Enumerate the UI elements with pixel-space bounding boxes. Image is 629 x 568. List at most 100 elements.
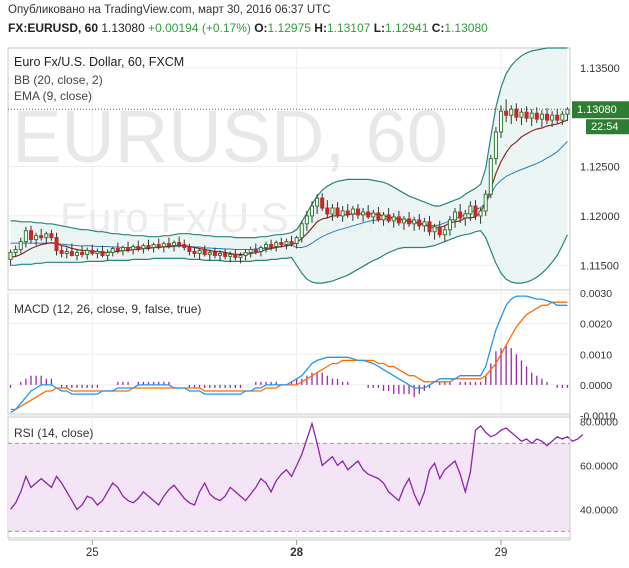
candle-body <box>54 237 59 251</box>
candle-body <box>381 214 386 221</box>
candle-body <box>23 230 28 243</box>
candle-body <box>309 205 315 217</box>
candle-body <box>161 243 166 248</box>
low-label: L: <box>373 21 386 35</box>
candle-body <box>95 250 100 254</box>
quote-line: FX:EURUSD, 60 1.13080 +0.00194 (+0.17%) … <box>8 21 488 35</box>
candle-body <box>361 211 366 216</box>
candle-body <box>483 193 488 212</box>
candle-body <box>345 210 350 215</box>
last-price-flag <box>572 101 629 119</box>
candle-body <box>284 241 289 246</box>
candle-body <box>212 251 217 256</box>
watermark-symbol: EURUSD, 60 <box>12 95 448 178</box>
candles <box>8 99 570 266</box>
candle-body <box>269 244 274 248</box>
candle-body <box>315 197 320 207</box>
candle-body <box>453 211 458 221</box>
candle-body <box>100 250 105 256</box>
candle-body <box>330 207 335 215</box>
bb-legend: BB (20, close, 2) <box>14 73 103 87</box>
candle-body <box>69 250 74 256</box>
candle-body <box>166 243 171 247</box>
candle-body <box>151 244 156 249</box>
price-tick-label: 1.13500 <box>580 63 620 75</box>
candle-body <box>39 235 44 239</box>
high-value: 1.13107 <box>326 21 371 35</box>
candle-body <box>223 252 228 257</box>
high-label: H: <box>314 21 327 35</box>
candle-body <box>49 233 54 239</box>
candle-body <box>427 221 432 233</box>
candle-body <box>519 111 524 118</box>
candle-body <box>289 241 294 245</box>
countdown-flag <box>586 119 629 135</box>
candle-body <box>64 250 69 254</box>
candle-body <box>560 113 565 121</box>
open-value: 1.12975 <box>267 21 311 35</box>
candle-body <box>447 219 452 231</box>
candle-body <box>294 237 299 245</box>
candle-body <box>110 248 115 253</box>
bb-upper-line <box>10 47 568 239</box>
candle-body <box>202 249 207 255</box>
candle-body <box>463 213 468 219</box>
candle-body <box>437 226 442 236</box>
rsi-grid <box>91 417 502 538</box>
symbol: FX:EURUSD, 60 <box>8 21 99 35</box>
candle-body <box>13 249 18 253</box>
candle-body <box>274 242 279 248</box>
change: +0.00194 (+0.17%) <box>148 21 251 35</box>
time-tick-label: 25 <box>86 547 99 559</box>
macd-tick-label: 0.0020 <box>580 319 612 331</box>
rsi-tick-label: 40.0000 <box>580 504 618 516</box>
candle-body <box>458 211 463 219</box>
rsi-line <box>10 421 584 511</box>
candle-body <box>187 247 192 252</box>
candle-body <box>207 251 212 255</box>
price-tick-label: 1.12000 <box>580 211 620 223</box>
close-value: 1.13080 <box>444 21 488 35</box>
candle-body <box>401 218 406 224</box>
macd-tick-label: -0.0010 <box>580 411 616 423</box>
candle-body <box>504 110 509 116</box>
macd-title: MACD (12, 26, close, 9, false, true) <box>14 302 201 316</box>
candle-body <box>340 210 345 217</box>
candle-body <box>514 108 519 118</box>
candle-body <box>253 249 258 252</box>
candle-body <box>366 211 371 218</box>
candle-body <box>115 248 120 251</box>
candle-body <box>468 205 473 215</box>
candle-body <box>217 252 223 256</box>
candle-body <box>478 210 483 217</box>
candle-body <box>120 247 125 251</box>
candle-body <box>565 108 570 115</box>
candle-body <box>524 111 529 119</box>
candle-body <box>417 219 422 227</box>
candle-body <box>90 249 95 254</box>
rsi-band-fill <box>8 443 570 532</box>
candle-body <box>304 215 309 225</box>
candle-body <box>544 113 550 121</box>
macd-line <box>10 295 568 414</box>
candle-body <box>263 244 269 249</box>
candle-body <box>422 221 427 227</box>
candle-body <box>136 246 141 250</box>
time-tick-label: 28 <box>290 547 303 559</box>
time-tick-label: 29 <box>495 547 508 559</box>
candle-body <box>488 158 493 195</box>
candle-body <box>391 216 396 222</box>
candle-body <box>8 251 13 260</box>
candle-body <box>335 207 340 217</box>
countdown-label: 22:54 <box>591 121 619 133</box>
candle-body <box>177 242 182 246</box>
candle-body <box>141 245 146 250</box>
candle-body <box>238 254 243 258</box>
candle-body <box>258 247 263 252</box>
candle-body <box>197 249 202 254</box>
rsi-tick-label: 80.0000 <box>580 416 618 428</box>
candle-body <box>350 208 355 215</box>
candle-body <box>131 246 136 251</box>
candle-body <box>228 253 233 257</box>
